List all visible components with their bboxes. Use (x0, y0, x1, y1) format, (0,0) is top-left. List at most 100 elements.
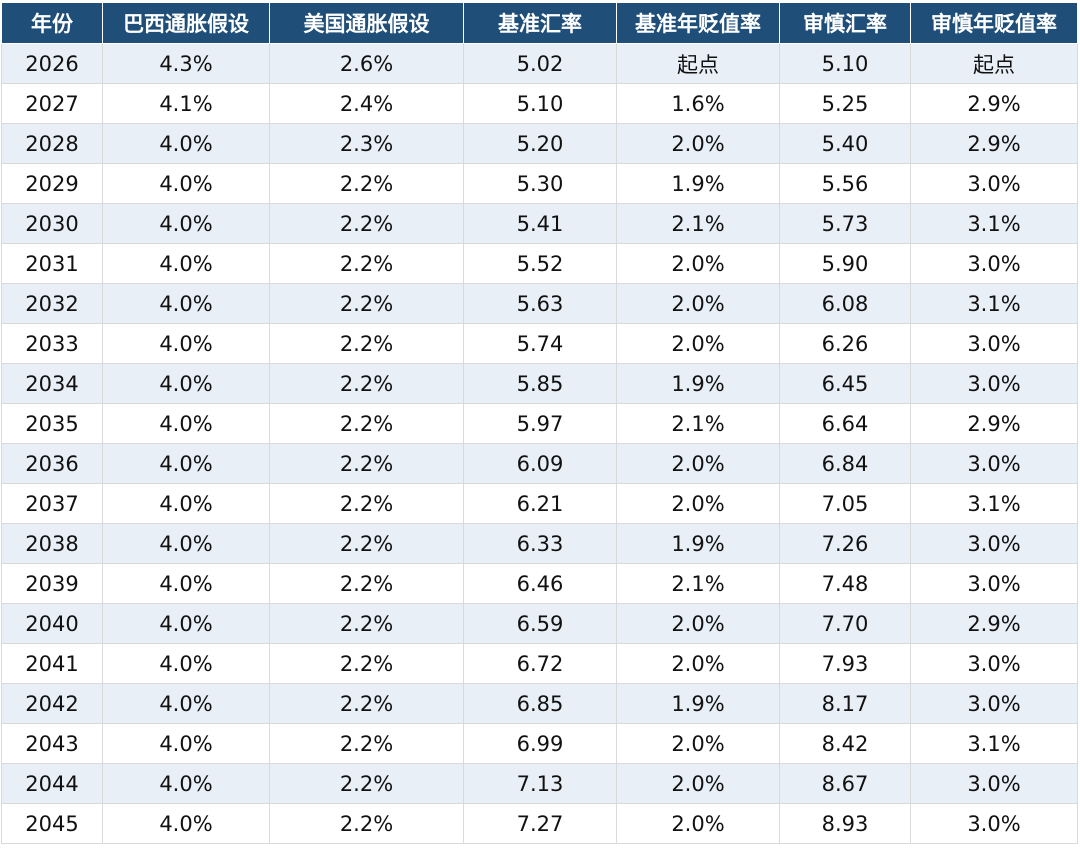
table-cell: 2.2% (269, 563, 464, 604)
table-row: 2031 4.0% 2.2% 5.52 2.0% 5.90 3.0% (1, 243, 1078, 284)
table-cell: 2.2% (269, 363, 464, 404)
table-row: 2027 4.1% 2.4% 5.10 1.6% 5.25 2.9% (1, 83, 1078, 124)
table-cell: 4.0% (102, 563, 270, 604)
table-cell: 2.1% (616, 403, 780, 444)
table-cell: 2.2% (269, 323, 464, 364)
table-cell: 2.2% (269, 163, 464, 204)
table-cell: 2040 (1, 603, 103, 644)
table-cell: 2032 (1, 283, 103, 324)
table-cell: 3.1% (910, 723, 1078, 764)
table-cell: 5.90 (779, 243, 911, 284)
table-cell: 7.13 (463, 763, 617, 804)
table-cell: 3.0% (910, 523, 1078, 564)
table-cell: 6.72 (463, 643, 617, 684)
table-cell: 6.33 (463, 523, 617, 564)
table-cell: 2043 (1, 723, 103, 764)
table-cell: 4.0% (102, 403, 270, 444)
table-cell: 2.0% (616, 283, 780, 324)
table-cell: 2.3% (269, 123, 464, 164)
table-row: 2035 4.0% 2.2% 5.97 2.1% 6.64 2.9% (1, 403, 1078, 444)
column-header: 美国通胀假设 (269, 2, 464, 44)
table-cell: 4.0% (102, 323, 270, 364)
table-cell: 2.1% (616, 563, 780, 604)
table-cell: 4.0% (102, 203, 270, 244)
table-cell: 6.59 (463, 603, 617, 644)
table-cell: 7.26 (779, 523, 911, 564)
table-cell: 3.0% (910, 683, 1078, 724)
table-cell: 4.1% (102, 83, 270, 124)
table-row: 2042 4.0% 2.2% 6.85 1.9% 8.17 3.0% (1, 683, 1078, 724)
table-cell: 2.2% (269, 243, 464, 284)
table-cell: 1.9% (616, 163, 780, 204)
table-cell: 2.9% (910, 403, 1078, 444)
table-cell: 3.1% (910, 283, 1078, 324)
table-cell: 4.0% (102, 443, 270, 484)
column-header: 审慎汇率 (779, 2, 911, 44)
table-cell: 6.84 (779, 443, 911, 484)
table-cell: 3.0% (910, 763, 1078, 804)
table-cell: 7.27 (463, 803, 617, 844)
table-cell: 5.25 (779, 83, 911, 124)
table-cell: 2029 (1, 163, 103, 204)
table-cell: 6.46 (463, 563, 617, 604)
table-cell: 7.93 (779, 643, 911, 684)
table-cell: 2.0% (616, 643, 780, 684)
table-cell: 5.52 (463, 243, 617, 284)
table-cell: 2.0% (616, 123, 780, 164)
table-cell: 4.0% (102, 523, 270, 564)
table-row: 2034 4.0% 2.2% 5.85 1.9% 6.45 3.0% (1, 363, 1078, 404)
table-cell: 2037 (1, 483, 103, 524)
table-cell: 2039 (1, 563, 103, 604)
table-cell: 4.3% (102, 43, 270, 84)
table-row: 2028 4.0% 2.3% 5.20 2.0% 5.40 2.9% (1, 123, 1078, 164)
table-cell: 2038 (1, 523, 103, 564)
table-cell: 5.73 (779, 203, 911, 244)
table-cell: 2.2% (269, 283, 464, 324)
table-cell: 2045 (1, 803, 103, 844)
table-cell: 2.0% (616, 483, 780, 524)
table-body: 2026 4.3% 2.6% 5.02 起点 5.10 起点 2027 4.1% 2.4% 5.10… (1, 43, 1078, 844)
table-row: 2039 4.0% 2.2% 6.46 2.1% 7.48 3.0% (1, 563, 1078, 604)
table-cell: 6.85 (463, 683, 617, 724)
table-cell: 2.0% (616, 323, 780, 364)
table-cell: 3.0% (910, 243, 1078, 284)
table-cell: 起点 (616, 43, 780, 84)
table-cell: 4.0% (102, 283, 270, 324)
table-cell: 2044 (1, 763, 103, 804)
table-cell: 2030 (1, 203, 103, 244)
column-header: 基准汇率 (463, 2, 617, 44)
table-cell: 6.26 (779, 323, 911, 364)
table-cell: 5.63 (463, 283, 617, 324)
table-cell: 6.99 (463, 723, 617, 764)
table-cell: 5.56 (779, 163, 911, 204)
table-cell: 2.2% (269, 803, 464, 844)
table-cell: 1.9% (616, 683, 780, 724)
table-cell: 5.85 (463, 363, 617, 404)
table-cell: 4.0% (102, 803, 270, 844)
table-cell: 6.45 (779, 363, 911, 404)
table-cell: 5.10 (779, 43, 911, 84)
column-header: 巴西通胀假设 (102, 2, 270, 44)
table-cell: 1.9% (616, 523, 780, 564)
table-row: 2045 4.0% 2.2% 7.27 2.0% 8.93 3.0% (1, 803, 1078, 844)
table-cell: 2028 (1, 123, 103, 164)
table-cell: 2.1% (616, 203, 780, 244)
table-cell: 2026 (1, 43, 103, 84)
table-cell: 3.0% (910, 443, 1078, 484)
table-cell: 2.2% (269, 643, 464, 684)
table-cell: 2.2% (269, 723, 464, 764)
table-row: 2043 4.0% 2.2% 6.99 2.0% 8.42 3.1% (1, 723, 1078, 764)
table-cell: 3.1% (910, 203, 1078, 244)
table-cell: 2035 (1, 403, 103, 444)
table-cell: 5.30 (463, 163, 617, 204)
table-cell: 6.09 (463, 443, 617, 484)
table-cell: 1.6% (616, 83, 780, 124)
table-cell: 5.74 (463, 323, 617, 364)
table-cell: 2.4% (269, 83, 464, 124)
table-row: 2030 4.0% 2.2% 5.41 2.1% 5.73 3.1% (1, 203, 1078, 244)
table-row: 2029 4.0% 2.2% 5.30 1.9% 5.56 3.0% (1, 163, 1078, 204)
table-cell: 2033 (1, 323, 103, 364)
column-header: 年份 (1, 2, 103, 44)
table-row: 2036 4.0% 2.2% 6.09 2.0% 6.84 3.0% (1, 443, 1078, 484)
table-cell: 2.9% (910, 603, 1078, 644)
